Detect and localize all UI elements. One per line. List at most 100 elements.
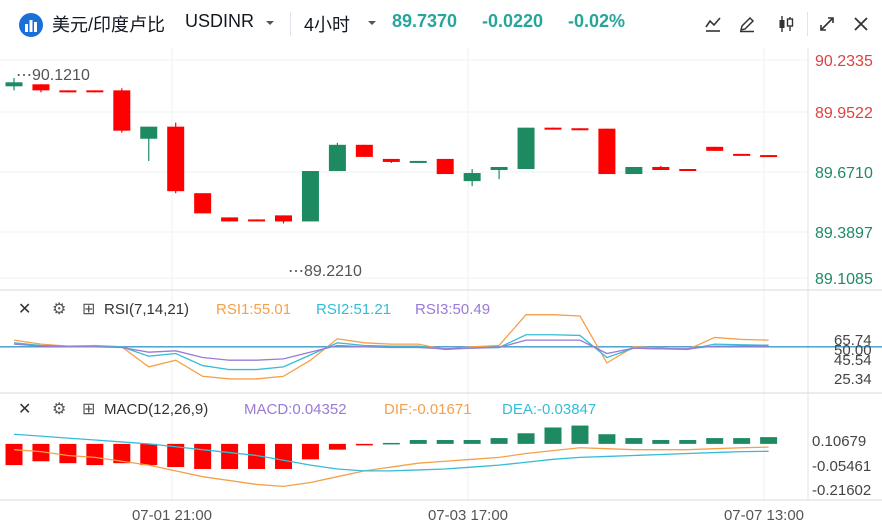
time-axis-label: 07-01 21:00 (132, 507, 212, 524)
macd-histogram-bar (409, 440, 427, 444)
fullscreen-icon[interactable] (813, 10, 841, 38)
symbol-dropdown-icon[interactable] (264, 12, 276, 37)
macd-histogram-bar (463, 440, 481, 444)
macd-histogram-bar (679, 440, 697, 444)
candle-body[interactable] (490, 166, 508, 171)
candle-body[interactable] (5, 82, 23, 87)
macd-add-icon[interactable]: ⊞ (82, 401, 95, 418)
macd-axis-label: -0.21602 (812, 482, 871, 499)
macd-histogram-bar (760, 437, 778, 444)
candle-body[interactable] (328, 144, 346, 172)
candle-body[interactable] (463, 173, 481, 182)
rsi-settings-icon[interactable]: ⚙ (52, 301, 66, 318)
macd-axis-label: 0.10679 (812, 433, 866, 450)
candle-body[interactable] (275, 215, 292, 222)
time-axis-label: 07-07 13:00 (724, 507, 804, 524)
interval-dropdown-icon[interactable] (366, 12, 378, 37)
price-change-percent: -0.02% (568, 11, 626, 31)
macd-close-icon[interactable]: ✕ (18, 401, 31, 418)
candle-body[interactable] (733, 153, 751, 156)
candle-body[interactable] (194, 193, 212, 214)
rsi-line-3 (13, 339, 769, 361)
candle-body[interactable] (382, 158, 400, 162)
candle-body[interactable] (248, 219, 266, 222)
macd-histogram-bar (625, 438, 643, 444)
macd-histogram-bar (59, 443, 77, 464)
macd-histogram-bar (652, 440, 670, 444)
candle-body[interactable] (517, 127, 535, 169)
price-axis-label: 90.2335 (815, 53, 873, 70)
candle-body[interactable] (679, 169, 697, 171)
header-divider (290, 12, 291, 36)
macd-histogram-bar (5, 443, 23, 466)
candle-body[interactable] (598, 128, 616, 175)
macd-histogram-bar (733, 438, 751, 444)
candle-body[interactable] (301, 171, 319, 222)
rsi-legend-value-2: RSI2:51.21 (316, 301, 391, 318)
rsi-close-icon[interactable]: ✕ (18, 301, 31, 318)
candle-body[interactable] (86, 90, 104, 93)
macd-histogram-bar (167, 443, 185, 468)
draw-pencil-icon[interactable] (733, 10, 761, 38)
indicators-icon[interactable] (699, 10, 727, 38)
rsi-line-1 (13, 314, 769, 380)
macd-histogram-bar (490, 438, 508, 444)
candle-body[interactable] (652, 166, 670, 171)
macd-histogram-bar (86, 443, 104, 466)
candle-body[interactable] (409, 160, 427, 163)
candle-body[interactable] (625, 166, 643, 175)
rsi-legend-value-3: RSI3:50.49 (415, 301, 490, 318)
macd-histogram-bar (32, 443, 50, 462)
macd-histogram-bar (221, 443, 239, 469)
macd-dea-line (13, 433, 769, 472)
macd-dif-line (13, 446, 769, 488)
pair-name[interactable]: 美元/印度卢比 (52, 15, 166, 35)
macd-settings-icon[interactable]: ⚙ (52, 401, 66, 418)
rsi-add-icon[interactable]: ⊞ (82, 301, 95, 318)
symbol-code[interactable]: USDINR (185, 11, 255, 31)
price-axis-label: 89.6710 (815, 165, 873, 182)
rsi-axis-label: 25.34 (834, 371, 872, 388)
candle-body[interactable] (571, 128, 589, 131)
macd-histogram-bar (140, 443, 158, 466)
macd-histogram-bar (355, 443, 373, 446)
candle-body[interactable] (706, 146, 724, 151)
candle-body[interactable] (113, 90, 131, 131)
candle-body[interactable] (760, 155, 778, 158)
macd-histogram-bar (328, 443, 346, 450)
header-divider-right (807, 12, 808, 36)
last-price: 89.7370 (392, 11, 458, 31)
price-axis-label: 89.9522 (815, 105, 873, 122)
macd-histogram-bar (301, 443, 319, 460)
interval-selector[interactable]: 4小时 (304, 15, 351, 35)
candle-body[interactable] (167, 126, 185, 192)
macd-histogram-bar (382, 442, 400, 445)
chart-header: 美元/印度卢比 USDINR 4小时 89.7370 -0.0220 -0.02… (0, 0, 882, 48)
candle-type-icon[interactable] (772, 10, 800, 38)
high-marker-label: ⋯90.1210 (16, 67, 90, 84)
low-marker-label: ⋯89.2210 (288, 263, 362, 280)
candle-body[interactable] (221, 217, 239, 222)
candle-body[interactable] (59, 90, 77, 93)
close-chart-icon[interactable] (847, 10, 875, 38)
macd-axis-label: -0.05461 (812, 458, 871, 475)
macd-histogram-bar (436, 440, 454, 444)
macd-legend-value: MACD:0.04352 (244, 401, 347, 418)
macd-title: MACD(12,26,9) (104, 401, 208, 418)
candle-body[interactable] (140, 126, 158, 139)
dif-legend-value: DIF:-0.01671 (384, 401, 472, 418)
candle-body[interactable] (355, 144, 373, 157)
tradingview-logo-icon (18, 12, 44, 38)
macd-histogram-bar (248, 443, 266, 469)
time-axis-label: 07-03 17:00 (428, 507, 508, 524)
rsi-axis-label: 45.54 (834, 352, 872, 369)
candle-body[interactable] (32, 84, 50, 91)
rsi-line-2 (13, 334, 769, 371)
candle-body[interactable] (544, 127, 562, 130)
macd-histogram-bar (571, 425, 589, 444)
candle-body[interactable] (436, 158, 454, 175)
macd-histogram-bar (194, 443, 212, 469)
macd-histogram-bar (113, 443, 131, 464)
macd-histogram-bar (544, 427, 562, 444)
